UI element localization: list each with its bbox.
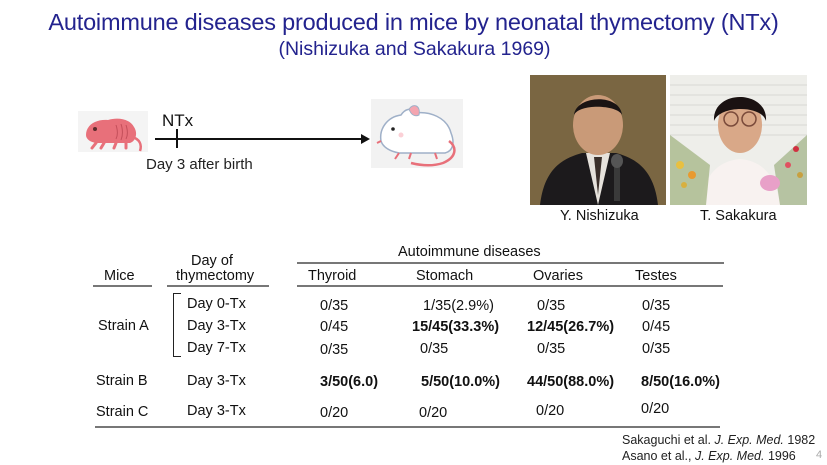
cell-thyroid: 0/35 <box>320 298 349 314</box>
reference-journal: J. Exp. Med. <box>694 449 765 463</box>
cell-day: Day 7-Tx <box>187 340 246 356</box>
cell-testes: 0/20 <box>641 401 670 417</box>
cell-stomach: 0/35 <box>420 341 449 357</box>
header-rule-day <box>167 285 269 287</box>
header-testes: Testes <box>635 268 677 284</box>
adult-mouse-image <box>371 99 463 168</box>
cell-ovaries: 0/35 <box>537 341 566 357</box>
reference-authors: Asano et al., <box>622 449 692 463</box>
cell-ovaries: 0/35 <box>537 298 566 314</box>
cell-ovaries: 44/50(88.0%) <box>527 374 615 390</box>
timeline-arrow-line <box>155 138 363 140</box>
page-number: 4 <box>816 449 823 461</box>
cell-testes: 0/45 <box>642 319 671 335</box>
neonatal-mouse-image <box>78 111 148 152</box>
cell-testes: 0/35 <box>642 341 671 357</box>
cell-day: Day 3-Tx <box>187 373 246 389</box>
references: Sakaguchi et al. J. Exp. Med. 1982 Asano… <box>622 432 815 464</box>
cell-stomach: 5/50(10.0%) <box>421 374 500 390</box>
cell-testes: 0/35 <box>642 298 671 314</box>
photo-t-sakakura <box>670 75 807 205</box>
group-header-autoimmune-diseases: Autoimmune diseases <box>398 244 541 260</box>
cell-day: Day 3-Tx <box>187 403 246 419</box>
cell-stomach: 15/45(33.3%) <box>412 319 500 335</box>
header-ovaries: Ovaries <box>533 268 583 284</box>
arrow-right-icon <box>361 134 370 144</box>
cell-stomach: 1/35(2.9%) <box>423 298 494 314</box>
reference-year: 1996 <box>767 449 796 463</box>
cell-mice: Strain C <box>96 404 149 420</box>
cell-day: Day 0-Tx <box>187 296 246 312</box>
reference-year: 1982 <box>787 433 816 447</box>
header-stomach: Stomach <box>416 268 474 284</box>
reference-2: Asano et al., J. Exp. Med. 1996 <box>622 448 815 464</box>
reference-journal: J. Exp. Med. <box>714 433 784 447</box>
cell-thyroid: 0/45 <box>320 319 349 335</box>
cell-thyroid: 3/50(6.0) <box>320 374 379 390</box>
photo-y-nishizuka <box>530 75 666 205</box>
header-thyroid: Thyroid <box>308 268 357 284</box>
timing-label: Day 3 after birth <box>146 156 253 173</box>
cell-mice: Strain B <box>96 373 148 389</box>
cell-day: Day 3-Tx <box>187 318 246 334</box>
caption-nishizuka: Y. Nishizuka <box>560 208 639 224</box>
slide-title: Autoimmune diseases produced in mice by … <box>48 9 779 35</box>
cell-mice: Strain A <box>98 318 149 334</box>
table-bottom-rule <box>95 426 720 428</box>
header-day-of: Day of <box>191 253 233 269</box>
cell-testes: 8/50(16.0%) <box>641 374 720 390</box>
cell-thyroid: 0/20 <box>320 405 349 421</box>
header-mice: Mice <box>104 268 135 284</box>
header-thymectomy: thymectomy <box>176 268 255 284</box>
reference-authors: Sakaguchi et al. <box>622 433 711 447</box>
ntx-label: NTx <box>162 111 194 130</box>
slide-subtitle: (Nishizuka and Sakakura 1969) <box>278 38 551 60</box>
cell-ovaries: 12/45(26.7%) <box>527 319 615 335</box>
cell-stomach: 0/20 <box>419 405 448 421</box>
header-rule-mice <box>93 285 152 287</box>
group-header-rule <box>297 262 724 264</box>
header-rule-diseases <box>297 285 723 287</box>
cell-ovaries: 0/20 <box>536 403 565 419</box>
caption-sakakura: T. Sakakura <box>700 208 777 224</box>
cell-thyroid: 0/35 <box>320 342 349 358</box>
strain-a-bracket <box>173 293 181 357</box>
ntx-timepoint-tick <box>176 129 178 148</box>
reference-1: Sakaguchi et al. J. Exp. Med. 1982 <box>622 432 815 448</box>
